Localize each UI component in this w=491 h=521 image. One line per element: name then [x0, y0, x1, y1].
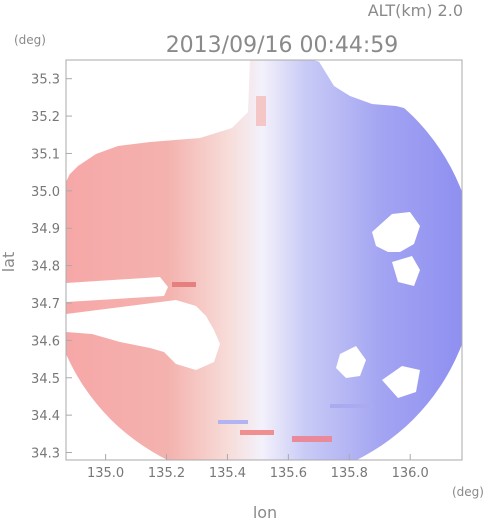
- no-echo-region-south-edge: [382, 366, 420, 398]
- no-echo-region-east-upper: [372, 212, 420, 252]
- x-axis-ticks: 135.0 135.2 135.4 135.6 135.8 136.0: [87, 454, 429, 481]
- x-tick-label: 136.0: [392, 466, 429, 481]
- x-tick-label: 135.6: [270, 466, 307, 481]
- y-tick-label: 34.3: [31, 447, 60, 462]
- no-echo-region-east-lower: [392, 256, 420, 286]
- clutter-streak: [330, 404, 374, 408]
- y-tick-label: 34.8: [31, 260, 60, 275]
- x-tick-label: 135.8: [331, 466, 368, 481]
- y-tick-label: 35.3: [31, 73, 60, 88]
- y-tick-label: 35.0: [31, 185, 60, 200]
- no-echo-region-west-wedge: [66, 300, 220, 370]
- y-unit-label: (deg): [14, 33, 46, 47]
- clutter-streak: [256, 96, 266, 126]
- no-echo-region-northwest: [66, 60, 250, 178]
- clutter-streak: [240, 430, 274, 435]
- y-tick-label: 34.9: [31, 222, 60, 237]
- plot-frame: [65, 59, 463, 461]
- y-tick-label: 35.1: [31, 147, 60, 162]
- x-tick-label: 135.4: [209, 466, 246, 481]
- clutter-streak: [218, 420, 248, 424]
- x-tick-label: 135.0: [87, 466, 124, 481]
- y-tick-label: 34.4: [31, 409, 60, 424]
- y-axis-label: lat: [0, 252, 18, 273]
- clutter-streak: [292, 436, 332, 442]
- y-tick-label: 34.5: [31, 372, 60, 387]
- no-echo-region-northeast: [318, 60, 462, 136]
- no-echo-region-west-notch: [66, 277, 168, 302]
- y-axis-ticks: 34.3 34.4 34.5 34.6 34.7 34.8 34.9 35.0 35.1 35.2…: [31, 73, 72, 462]
- x-axis-label: lon: [253, 503, 277, 521]
- chart-title: 2013/09/16 00:44:59: [166, 33, 399, 58]
- radar-field: [66, 60, 462, 460]
- clutter-streak: [172, 282, 196, 287]
- x-tick-label: 135.2: [148, 466, 185, 481]
- y-tick-label: 34.6: [31, 334, 60, 349]
- no-echo-region-southeast: [336, 346, 366, 378]
- y-tick-label: 34.7: [31, 297, 60, 312]
- y-tick-label: 35.2: [31, 110, 60, 125]
- x-unit-label: (deg): [452, 485, 484, 499]
- altitude-label: ALT(km) 2.0: [368, 1, 463, 20]
